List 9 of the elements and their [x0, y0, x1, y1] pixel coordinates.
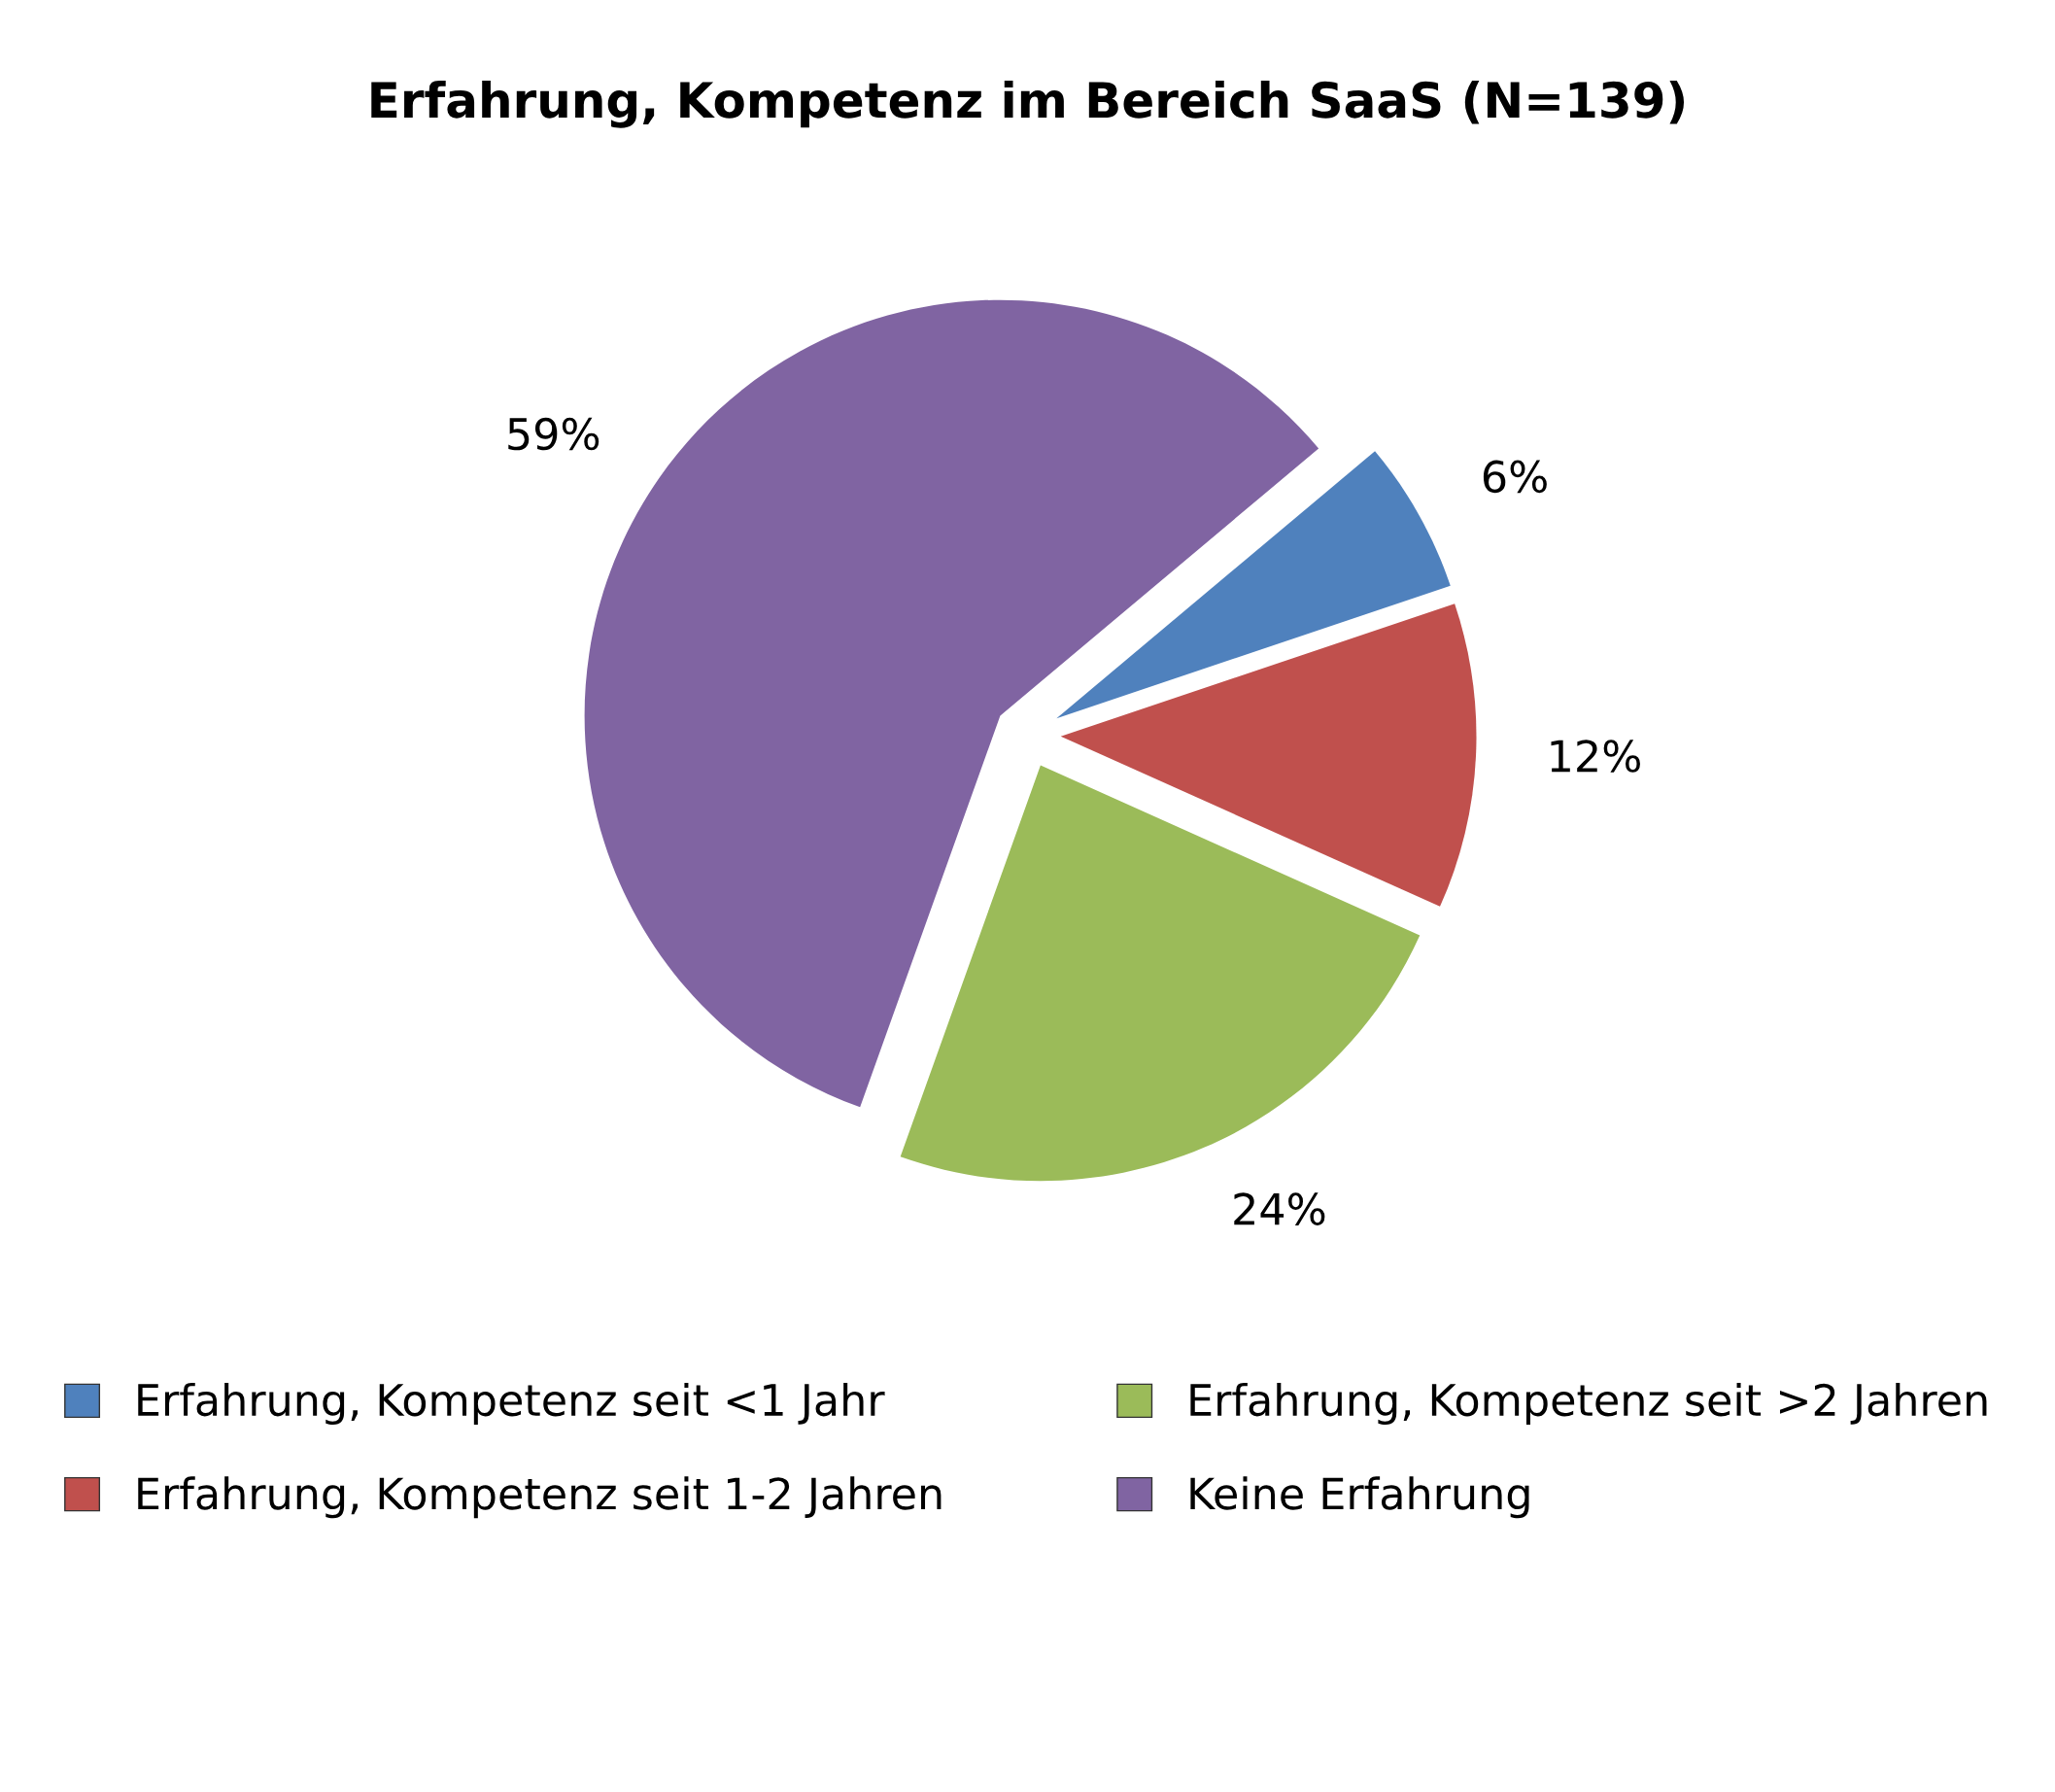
legend-label: Erfahrung, Kompetenz seit >2 Jahren — [1190, 1383, 1987, 1426]
legend-label: Erfahrung, Kompetenz seit 1-2 Jahren — [138, 1476, 942, 1519]
data-label: 6% — [1483, 460, 1547, 494]
data-label: 59% — [508, 417, 599, 451]
chart-title: Erfahrung, Kompetenz im Bereich SaaS (N=139) — [371, 80, 1685, 128]
legend-label: Erfahrung, Kompetenz seit <1 Jahr — [138, 1383, 885, 1426]
data-label: 12% — [1551, 740, 1640, 773]
legend-label: Keine Erfahrung — [1190, 1476, 1529, 1519]
data-label: 24% — [1234, 1192, 1325, 1225]
